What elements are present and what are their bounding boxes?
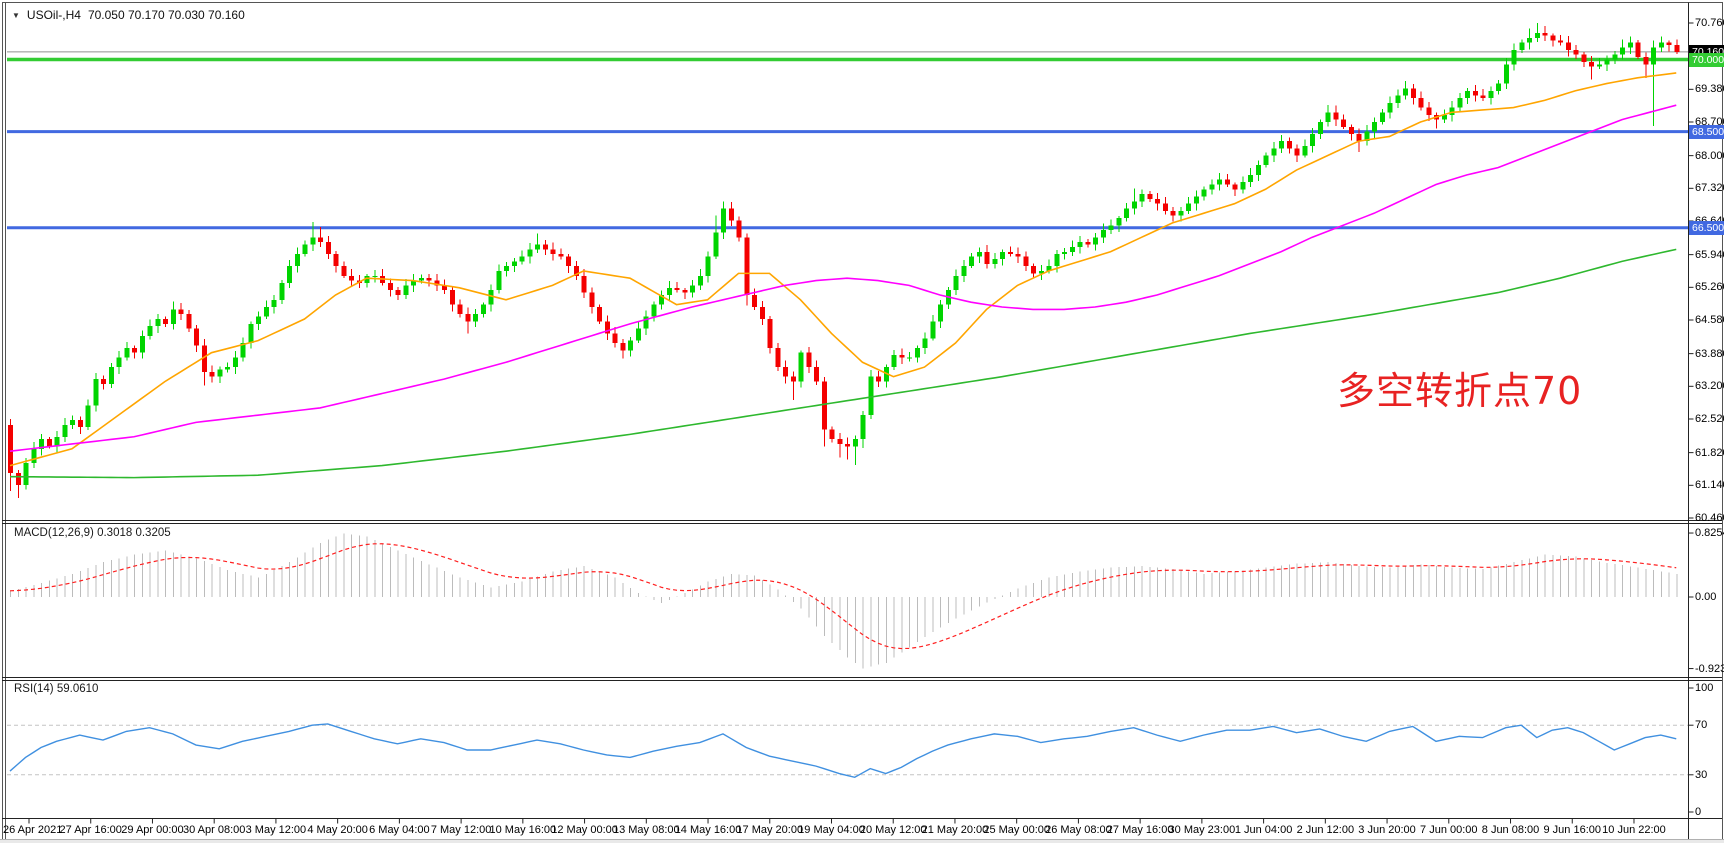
rsi-value: 59.0610 xyxy=(56,683,99,695)
annotation-text: 多空转折点70 xyxy=(1337,369,1583,413)
rsi-indicator-layer xyxy=(7,723,1688,779)
main-chart-layer xyxy=(7,23,1688,498)
macd-name: MACD(12,26,9) xyxy=(14,527,94,539)
macd-indicator-layer xyxy=(9,533,1678,669)
chevron-down-icon[interactable]: ▼ xyxy=(12,10,20,20)
rsi-name: RSI(14) xyxy=(14,683,54,695)
macd-values: 0.3018 0.3205 xyxy=(97,527,171,539)
rsi-label: RSI(14) 59.0610 xyxy=(14,683,98,695)
macd-label: MACD(12,26,9) 0.3018 0.3205 xyxy=(14,527,171,539)
